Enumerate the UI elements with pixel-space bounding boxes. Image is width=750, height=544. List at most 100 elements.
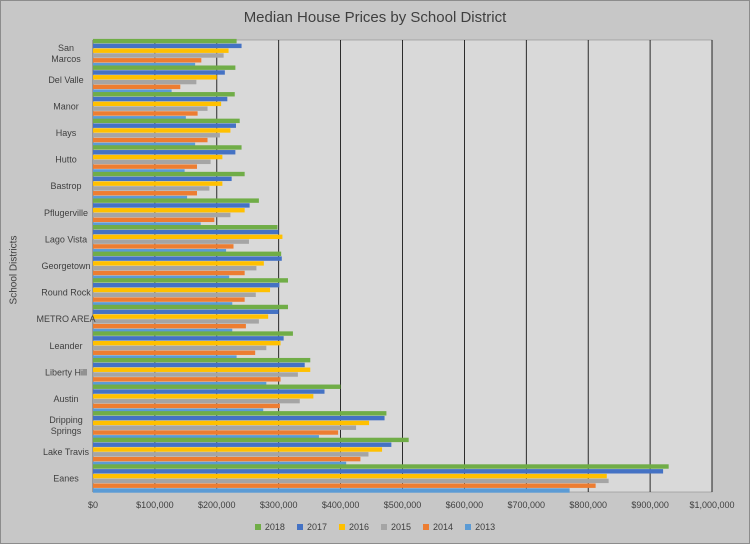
bar-2015 bbox=[93, 345, 267, 351]
bar-2016 bbox=[93, 181, 223, 186]
legend-item: 2017 bbox=[296, 522, 327, 532]
bar-2015 bbox=[93, 452, 369, 457]
bar-2016 bbox=[93, 340, 281, 346]
bar-2016 bbox=[93, 287, 271, 293]
bar-2013 bbox=[93, 275, 230, 280]
legend-label: 2013 bbox=[475, 522, 496, 532]
chart-title: Median House Prices by School District bbox=[243, 9, 507, 26]
bar-2018 bbox=[93, 357, 311, 363]
category-label: Bastrop bbox=[50, 181, 81, 191]
bar-2017 bbox=[93, 362, 305, 368]
bar-2018 bbox=[93, 38, 237, 44]
bars bbox=[93, 38, 669, 493]
bar-2017 bbox=[93, 389, 325, 394]
legend-swatch bbox=[296, 524, 303, 530]
bar-2018 bbox=[93, 118, 240, 124]
bar-2014 bbox=[93, 217, 215, 223]
bar-2015 bbox=[93, 266, 257, 271]
bar-2018 bbox=[93, 437, 409, 443]
x-tick-label: $200,000 bbox=[198, 500, 236, 510]
bar-2014 bbox=[93, 297, 245, 302]
category-label: METRO AREA bbox=[36, 314, 95, 324]
bar-2017 bbox=[93, 70, 225, 75]
bar-2018 bbox=[93, 145, 242, 150]
bar-2015 bbox=[93, 398, 300, 404]
bar-2016 bbox=[93, 261, 264, 266]
x-tick-label: $0 bbox=[88, 500, 98, 510]
legend-item: 2018 bbox=[254, 522, 285, 532]
bar-2013 bbox=[93, 169, 185, 174]
x-tick-label: $800,000 bbox=[569, 500, 607, 510]
x-tick-label: $700,000 bbox=[508, 500, 546, 510]
bar-2015 bbox=[93, 478, 609, 484]
legend-swatch bbox=[423, 524, 430, 530]
category-label: Hays bbox=[56, 128, 77, 138]
bar-2014 bbox=[93, 377, 281, 382]
x-tick-label: $900,000 bbox=[631, 500, 669, 510]
bar-2017 bbox=[93, 203, 250, 208]
bar-2013 bbox=[93, 195, 188, 201]
legend-item: 2013 bbox=[465, 522, 495, 532]
category-label: San Marcos bbox=[51, 43, 81, 64]
bar-2013 bbox=[93, 302, 233, 307]
bar-2017 bbox=[93, 282, 280, 288]
bar-2014 bbox=[93, 137, 208, 143]
bar-2014 bbox=[93, 323, 246, 329]
bar-2016 bbox=[93, 473, 607, 479]
bar-2013 bbox=[93, 116, 186, 121]
bar-2015 bbox=[93, 292, 256, 297]
legend-item: 2016 bbox=[338, 522, 369, 532]
bar-2013 bbox=[93, 62, 196, 68]
bar-2014 bbox=[93, 84, 181, 90]
bar-2013 bbox=[93, 328, 233, 334]
category-label: Eanes bbox=[53, 474, 79, 484]
bar-2018 bbox=[93, 198, 259, 203]
bar-2014 bbox=[93, 191, 197, 196]
bar-2018 bbox=[93, 304, 288, 310]
category-label: Round Rock bbox=[41, 288, 91, 298]
bar-2017 bbox=[93, 415, 385, 421]
bar-2017 bbox=[93, 442, 392, 447]
bar-2017 bbox=[93, 176, 232, 182]
category-label: Manor bbox=[53, 101, 79, 111]
bar-2016 bbox=[93, 154, 223, 160]
bar-2014 bbox=[93, 430, 339, 435]
bar-2014 bbox=[93, 403, 280, 409]
bar-2017 bbox=[93, 96, 228, 102]
legend-item: 2014 bbox=[423, 522, 453, 532]
x-tick-labels: $0 $100,000 $200,000 $300,000 $400,000 $500,0… bbox=[88, 500, 735, 510]
bar-2015 bbox=[93, 79, 197, 85]
legend-label: 2015 bbox=[391, 522, 412, 532]
bar-2014 bbox=[93, 58, 202, 63]
bar-2015 bbox=[93, 372, 298, 377]
bar-2016 bbox=[93, 48, 229, 53]
bar-2013 bbox=[93, 142, 196, 148]
bar-2018 bbox=[93, 92, 235, 97]
bar-2017 bbox=[93, 229, 279, 235]
bar-2018 bbox=[93, 171, 245, 177]
x-tick-label: $600,000 bbox=[446, 500, 484, 510]
bar-2017 bbox=[93, 309, 279, 314]
bar-2018 bbox=[93, 411, 387, 416]
category-label: Leander bbox=[49, 341, 82, 351]
legend-swatch bbox=[381, 524, 387, 530]
bar-2015 bbox=[93, 106, 208, 111]
bar-2018 bbox=[93, 65, 236, 70]
bar-2017 bbox=[93, 336, 284, 341]
legend-label: 2016 bbox=[348, 522, 369, 532]
bar-2018 bbox=[93, 464, 669, 469]
category-label: Georgetown bbox=[41, 261, 90, 271]
bar-2016 bbox=[93, 394, 314, 399]
bar-2017 bbox=[93, 469, 664, 474]
bar-2016 bbox=[93, 420, 370, 426]
legend-label: 2017 bbox=[306, 522, 327, 532]
bar-2018 bbox=[93, 251, 282, 256]
bar-2015 bbox=[93, 239, 249, 244]
bar-2013 bbox=[93, 408, 264, 413]
bar-2016 bbox=[93, 128, 231, 133]
bar-2013 bbox=[93, 381, 267, 387]
bar-2015 bbox=[93, 319, 259, 324]
bar-2016 bbox=[93, 75, 217, 80]
x-tick-label: $100,000 bbox=[136, 500, 174, 510]
